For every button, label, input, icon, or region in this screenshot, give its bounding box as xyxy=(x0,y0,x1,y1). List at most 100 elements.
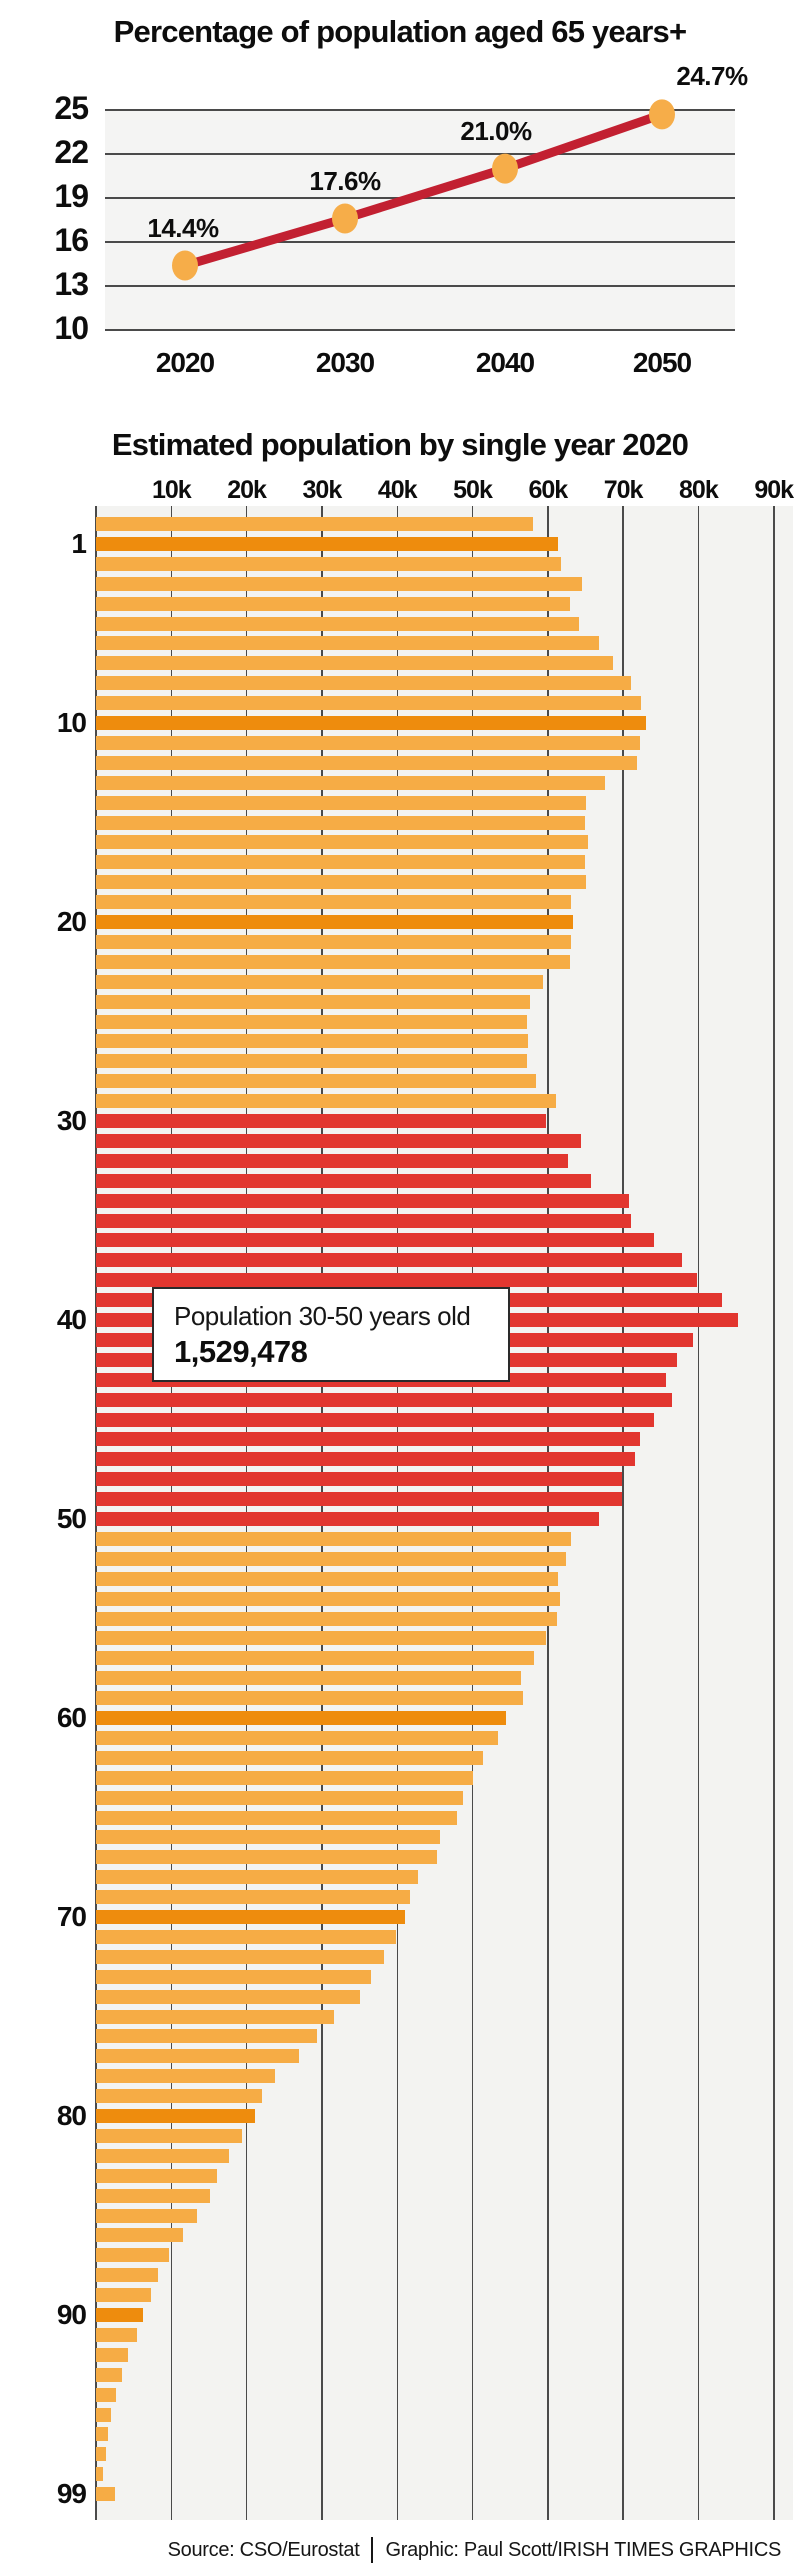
bar-age-31 xyxy=(96,1133,581,1148)
x-tick-10k: 10k xyxy=(151,476,192,504)
x-tick-40k: 40k xyxy=(377,476,418,504)
bar-age-37 xyxy=(96,1253,682,1268)
bar-age-24 xyxy=(96,994,531,1009)
bar-age-76 xyxy=(96,2029,318,2044)
age-label-90: 90 xyxy=(56,2299,87,2330)
bar-age-18 xyxy=(96,875,587,890)
bar-age-9 xyxy=(96,696,642,711)
bar-age-88 xyxy=(96,2268,158,2283)
x-tick-2030: 2030 xyxy=(316,347,375,378)
bar-age-44 xyxy=(96,1392,673,1407)
percentage-65plus-line-chart: 25 22 19 16 13 10 14.4% 17.6% 21.0% 24.7% 2020 2030… xyxy=(54,61,748,378)
bar-age-72 xyxy=(96,1949,385,1964)
bar-age-62 xyxy=(96,1750,484,1765)
point-label-2020: 14.4% xyxy=(147,213,219,243)
bar-age-63 xyxy=(96,1770,473,1785)
trend-line xyxy=(180,109,667,270)
bar-age-3 xyxy=(96,576,583,591)
age-label-99: 99 xyxy=(56,2478,87,2510)
bar-chart-title: Estimated population by single year 2020 xyxy=(111,427,689,462)
bar-chart-x-axis: 10k 20k 30k 40k 50k 60k 70k 80k 90k xyxy=(0,476,800,506)
bar-age-61 xyxy=(96,1730,499,1745)
bar-age-10 xyxy=(96,716,647,730)
bar-age-94 xyxy=(96,2387,117,2402)
data-point-2020 xyxy=(172,250,198,281)
bar-age-5 xyxy=(96,616,580,631)
y-tick-10: 10 xyxy=(54,310,88,346)
bar-age-16 xyxy=(96,835,588,850)
bar-age-7 xyxy=(96,656,613,671)
bar-age-34 xyxy=(96,1193,630,1208)
bar-age-87 xyxy=(96,2248,170,2263)
bar-age-51 xyxy=(96,1531,572,1546)
bar-age-69 xyxy=(96,1890,410,1905)
y-tick-19: 19 xyxy=(54,178,88,214)
annotation-box: Population 30-50 years old 1,529,478 xyxy=(152,1287,510,1382)
data-point-2050 xyxy=(649,99,675,130)
bar-age-71 xyxy=(96,1929,396,1944)
gridline-90k xyxy=(773,506,775,2520)
x-tick-80k: 80k xyxy=(679,476,719,504)
bar-age-85 xyxy=(96,2208,197,2223)
bar-age-13 xyxy=(96,775,606,790)
bar-age-27 xyxy=(96,1054,527,1069)
bar-age-49 xyxy=(96,1492,623,1507)
annotation-label: Population 30-50 years old xyxy=(174,1301,471,1331)
x-tick-20k: 20k xyxy=(227,476,267,504)
bar-age-90 xyxy=(96,2308,144,2322)
bar-age-91 xyxy=(96,2327,137,2342)
bar-age-22 xyxy=(96,954,570,969)
bar-chart-plot: Population 30-50 years old 1,529,478 1 10… xyxy=(0,506,800,2520)
footer: Source: CSO/Eurostat Graphic: Paul Scott… xyxy=(168,2536,781,2564)
bar-age-86 xyxy=(96,2228,183,2243)
bar-age-21 xyxy=(96,934,572,949)
bar-age-36 xyxy=(96,1233,654,1248)
graphic-credit: Graphic: Paul Scott/IRISH TIMES GRAPHICS xyxy=(385,2538,781,2561)
bar-age-67 xyxy=(96,1850,438,1865)
point-label-2030: 17.6% xyxy=(309,166,381,196)
bar-age-96 xyxy=(96,2427,109,2442)
bar-age-59 xyxy=(96,1691,523,1706)
bar-age-97 xyxy=(96,2447,106,2462)
bar-age-65 xyxy=(96,1810,458,1825)
bar-age-95 xyxy=(96,2407,112,2422)
bar-age-89 xyxy=(96,2288,151,2303)
bar-age-1 xyxy=(96,536,559,551)
x-tick-2040: 2040 xyxy=(476,347,535,378)
bar-age-70 xyxy=(96,1910,405,1924)
y-tick-22: 22 xyxy=(54,134,88,170)
bar-age-26 xyxy=(96,1034,529,1049)
bar-age-73 xyxy=(96,1969,371,1984)
gridline-70k xyxy=(622,506,624,2520)
x-tick-2050: 2050 xyxy=(633,347,692,378)
bar-age-64 xyxy=(96,1790,463,1805)
point-label-2050: 24.7% xyxy=(676,61,748,91)
x-tick-50k: 50k xyxy=(453,476,493,504)
age-label-80: 80 xyxy=(56,2100,87,2131)
age-label-50: 50 xyxy=(56,1503,87,1534)
source-credit: Source: CSO/Eurostat xyxy=(167,2538,360,2561)
bar-age-11 xyxy=(96,735,641,750)
bar-age-56 xyxy=(96,1631,546,1646)
bar-age-58 xyxy=(96,1671,521,1686)
annotation-value: 1,529,478 xyxy=(174,1334,308,1369)
x-tick-2020: 2020 xyxy=(156,347,215,378)
bar-age-84 xyxy=(96,2188,211,2203)
bar-age-6 xyxy=(96,636,599,651)
bar-age-35 xyxy=(96,1213,632,1228)
bar-age-0 xyxy=(96,517,534,531)
bar-age-19 xyxy=(96,895,572,910)
age-label-40: 40 xyxy=(56,1304,87,1335)
bar-age-38 xyxy=(96,1273,697,1288)
bar-age-17 xyxy=(96,855,585,870)
bar-age-60 xyxy=(96,1711,506,1725)
bar-age-50 xyxy=(96,1512,599,1526)
y-tick-13: 13 xyxy=(54,266,88,302)
bar-age-53 xyxy=(96,1571,558,1586)
bar-age-52 xyxy=(96,1551,566,1566)
bar-age-23 xyxy=(96,974,544,989)
bar-age-47 xyxy=(96,1452,636,1467)
bar-age-77 xyxy=(96,2049,299,2064)
credit-separator-bar xyxy=(371,2537,374,2563)
